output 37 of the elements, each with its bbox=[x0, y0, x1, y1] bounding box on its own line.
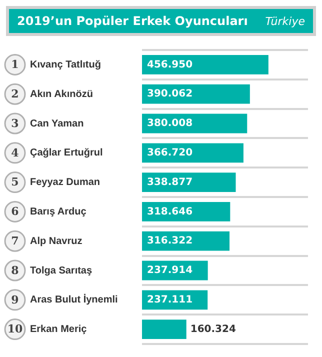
data-label: 456.950 bbox=[147, 59, 193, 70]
y-tick-label: Aras Bulut İynemli bbox=[30, 294, 118, 306]
y-tick-label: Tolga Sarıtaş bbox=[30, 265, 92, 276]
text: 7 bbox=[11, 234, 19, 248]
data-label: 316.322 bbox=[147, 236, 193, 247]
text: 9 bbox=[11, 293, 19, 306]
chart-subtitle: Türkiye bbox=[265, 14, 305, 28]
y-tick-label: Barış Arduç bbox=[30, 206, 87, 218]
text: 3 bbox=[11, 116, 19, 130]
text: 8 bbox=[11, 264, 20, 277]
data-label: 338.877 bbox=[147, 176, 193, 188]
data-label: 390.062 bbox=[147, 88, 193, 100]
y-tick-label: Erkan Meriç bbox=[30, 324, 88, 336]
text: 5 bbox=[11, 176, 19, 189]
data-label: 366.720 bbox=[147, 147, 193, 158]
bar bbox=[142, 55, 268, 74]
y-tick-label: Alp Navruz bbox=[30, 236, 82, 247]
bar bbox=[142, 320, 186, 339]
text: 4 bbox=[11, 146, 20, 160]
data-label: 160.324 bbox=[190, 324, 236, 335]
data-label: 237.914 bbox=[147, 265, 193, 276]
data-label: 380.008 bbox=[147, 118, 193, 130]
data-label: 237.111 bbox=[147, 294, 193, 306]
data-label: 318.646 bbox=[147, 206, 193, 218]
chart-title: 2019’un Popüler Erkek Oyuncuları bbox=[17, 14, 248, 28]
y-tick-label: Çağlar Ertuğrul bbox=[30, 148, 104, 159]
y-tick-label: Can Yaman bbox=[30, 118, 84, 130]
text: 10 bbox=[7, 322, 23, 336]
y-tick-label: Akın Akınözü bbox=[30, 88, 93, 100]
text: 2 bbox=[11, 87, 19, 100]
bar bbox=[142, 172, 236, 192]
y-tick-label: Kıvanç Tatlıtuğ bbox=[30, 59, 101, 70]
bar bbox=[142, 84, 250, 104]
text: 6 bbox=[11, 205, 20, 218]
bar bbox=[142, 143, 244, 163]
y-tick-label: Feyyaz Duman bbox=[30, 177, 100, 188]
text: 1 bbox=[11, 58, 19, 72]
